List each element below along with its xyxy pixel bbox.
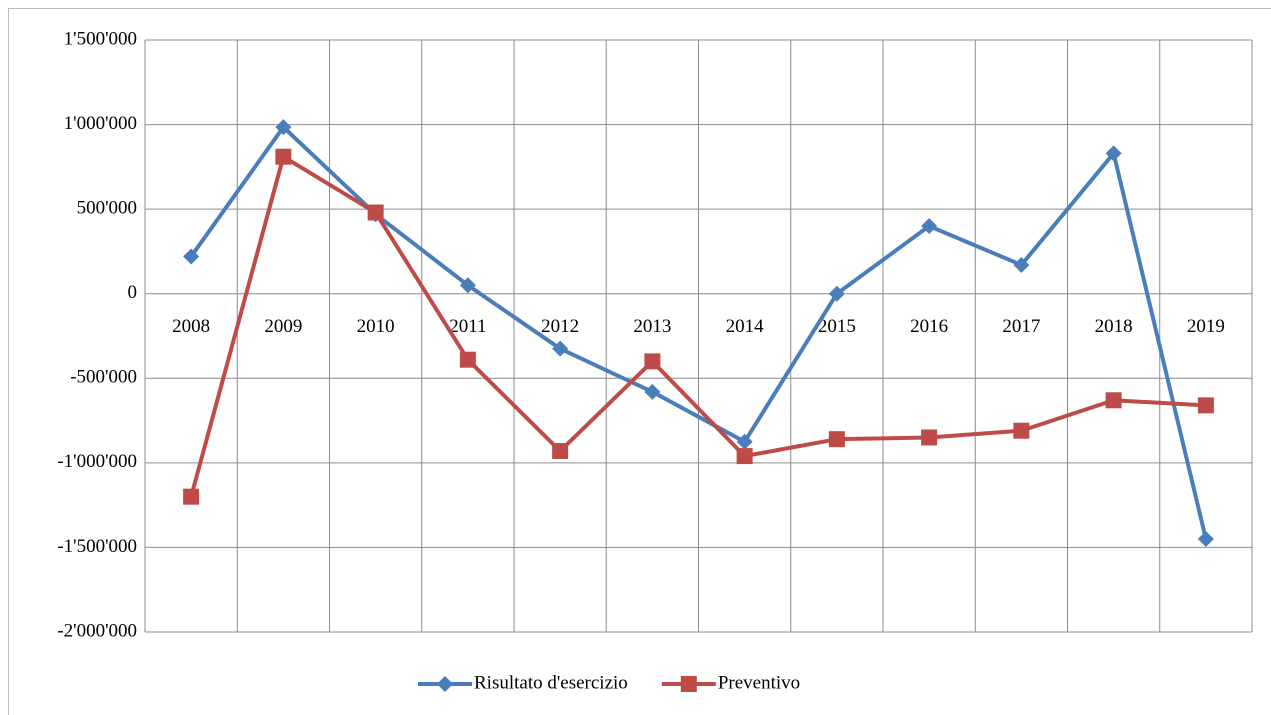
y-tick-label: 1'500'000 [64, 28, 137, 49]
x-tick-label: 2011 [449, 316, 486, 337]
x-tick-label: 2008 [172, 316, 210, 337]
data-point [552, 340, 569, 357]
x-tick-label: 2019 [1187, 316, 1225, 337]
data-point [1197, 397, 1214, 414]
data-point [1105, 392, 1122, 409]
data-point [1197, 530, 1214, 547]
y-tick-label: 500'000 [77, 198, 137, 219]
legend-marker [680, 676, 697, 692]
series-line [189, 154, 1206, 498]
series-line [189, 125, 1208, 540]
data-point [183, 248, 200, 265]
chart-frame [8, 8, 1271, 715]
data-point [459, 351, 476, 368]
x-tick-label: 2010 [357, 316, 395, 337]
y-tick-label: 0 [128, 282, 138, 303]
x-tick-label: 2015 [818, 316, 856, 337]
y-tick-label: 1'000'000 [64, 113, 137, 134]
x-tick-label: 2014 [726, 316, 765, 337]
data-point [459, 277, 476, 294]
x-tick-label: 2013 [633, 316, 671, 337]
data-point [828, 431, 845, 448]
data-point [183, 488, 200, 505]
x-tick-label: 2017 [1002, 316, 1040, 337]
data-point [736, 433, 753, 450]
y-tick-label: -1'500'000 [57, 536, 137, 557]
data-point [828, 285, 845, 302]
data-point [1013, 256, 1030, 273]
data-point [921, 218, 938, 235]
data-point [1105, 145, 1122, 162]
y-tick-label: -2'000'000 [57, 620, 137, 641]
legend-marker [437, 676, 453, 692]
data-point [644, 353, 661, 370]
data-point [275, 119, 292, 136]
data-point [1013, 422, 1030, 439]
data-point [921, 429, 938, 446]
legend-label: Risultato d'esercizio [474, 672, 628, 693]
data-point [644, 383, 661, 400]
x-tick-label: 2016 [910, 316, 948, 337]
data-point [367, 204, 384, 221]
data-point [552, 443, 569, 460]
legend-label: Preventivo [718, 672, 800, 693]
y-tick-label: -500'000 [70, 367, 137, 388]
x-tick-label: 2009 [264, 316, 302, 337]
y-tick-label: -1'000'000 [57, 451, 137, 472]
data-point [275, 148, 292, 165]
x-tick-label: 2012 [541, 316, 579, 337]
x-tick-label: 2018 [1095, 316, 1133, 337]
data-point [736, 448, 753, 465]
